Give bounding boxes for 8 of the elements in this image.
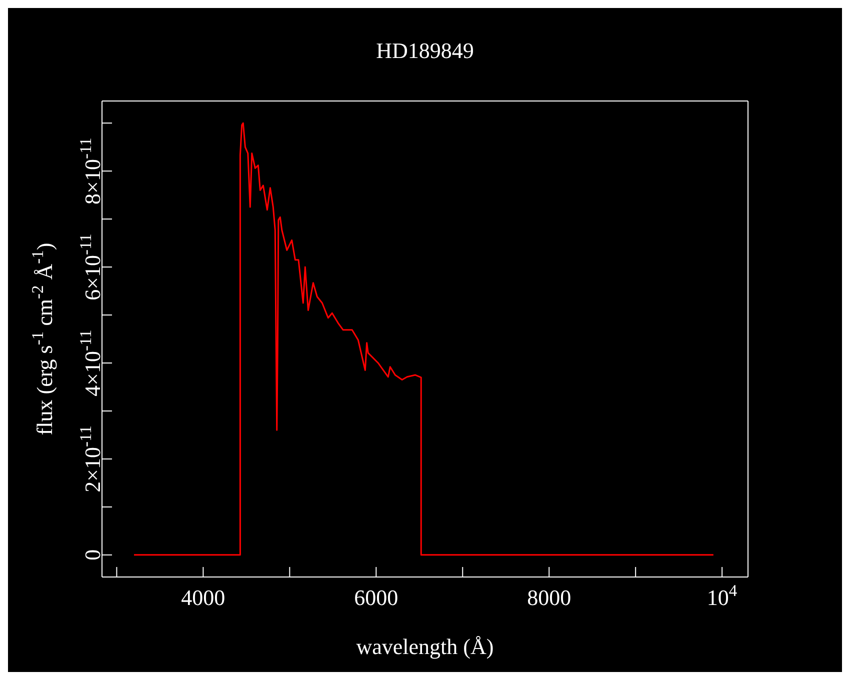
x-tick-label: 4000 <box>181 585 226 610</box>
x-tick-label: 10$^{4}$ <box>706 580 738 610</box>
y-tick-label: 0 <box>80 549 105 560</box>
chart-title: HD189849 <box>375 38 475 64</box>
line-series <box>133 122 714 556</box>
x-tick-label: 8000 <box>527 585 572 610</box>
x-tick-label: 6000 <box>354 585 398 610</box>
x-axis-title: wavelength (Å) <box>356 634 494 659</box>
